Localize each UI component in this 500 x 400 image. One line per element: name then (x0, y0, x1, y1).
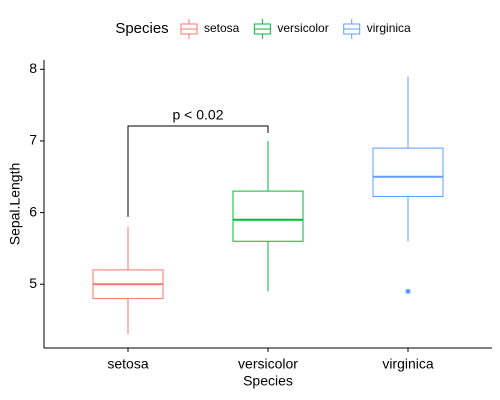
legend-label: virginica (367, 21, 411, 35)
legend-label: versicolor (277, 21, 328, 35)
y-tick-label: 6 (29, 203, 37, 219)
annotation: p < 0.02 (173, 107, 224, 123)
x-tick-label: setosa (107, 356, 148, 372)
legend-label: setosa (204, 21, 240, 35)
x-tick-label: virginica (382, 356, 434, 372)
x-tick-label: versicolor (238, 356, 298, 372)
box (232, 190, 304, 242)
y-tick-label: 7 (29, 132, 37, 148)
box (372, 147, 444, 197)
significance-bracket (127, 125, 269, 217)
y-tick-label: 5 (29, 275, 37, 291)
legend-title: Species (115, 20, 168, 37)
x-axis-title: Species (243, 373, 293, 389)
y-axis-title: Sepal.Length (7, 163, 23, 246)
y-tick-label: 8 (29, 60, 37, 76)
outlier (405, 288, 411, 294)
